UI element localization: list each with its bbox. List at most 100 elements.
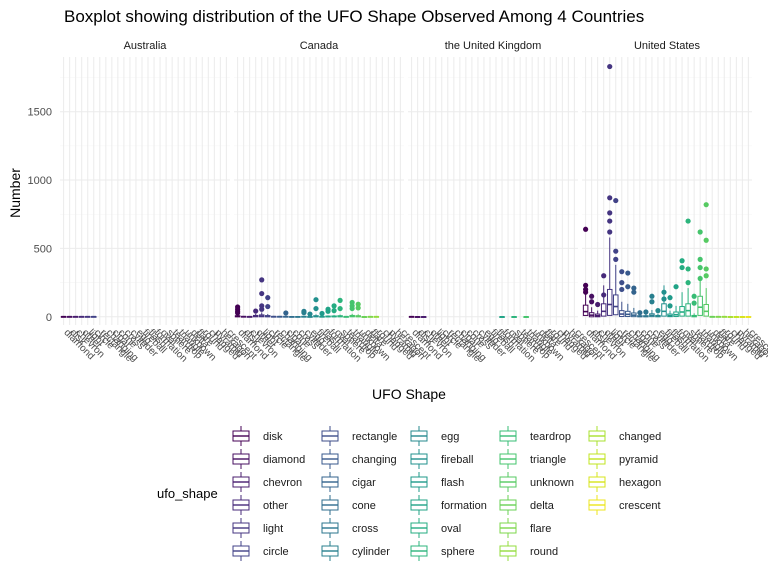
outlier-point [679,258,685,264]
facet-panel: United Statesdiamonddiskchevronotherligh… [582,40,768,365]
outlier-point [313,305,319,312]
outlier-point [691,293,697,299]
box-rect [661,303,667,317]
outlier-point [259,277,265,283]
outlier-point [337,305,343,312]
legend-item-flare: flare [499,518,551,538]
outlier-point [619,269,625,275]
box-cross [295,315,301,318]
legend-label: disk [263,431,283,443]
box-oval [331,315,337,318]
box-circle [264,314,271,318]
outlier-point [625,270,631,276]
box-teardrop [343,315,349,318]
legend-item-triangle: triangle [499,449,566,469]
legend-key [321,449,339,469]
box-teardrop [691,313,697,318]
outlier-point [265,295,271,301]
legend-item-pyramid: pyramid [588,449,658,469]
box-disk [408,315,415,318]
legend-label: delta [530,500,555,512]
outlier-point [703,237,709,243]
box-changed [727,315,734,318]
box-cylinder [301,315,307,318]
outlier-point [691,300,697,306]
legend-label: triangle [530,454,566,466]
outlier-point [685,280,691,286]
legend-key [321,541,339,561]
legend-label: pyramid [619,454,658,466]
legend-key [499,426,517,446]
legend-item-egg: egg [410,426,459,446]
box-rect [703,303,709,317]
outlier-point [607,195,613,201]
outlier-point [631,285,637,291]
legend-label: changing [352,454,397,466]
outlier-point [697,229,703,235]
legend-item-flash: flash [410,472,464,492]
legend-key [321,518,339,538]
outlier-point [673,284,679,290]
box-diamond [588,307,595,318]
outlier-point [253,308,259,314]
legend-item-light: light [232,518,283,538]
legend-label: changed [619,431,661,443]
legend-key [232,495,250,515]
outlier-point [259,290,265,297]
box-unknown [703,288,709,317]
outlier-point [313,297,319,303]
box-oval [679,292,685,317]
outlier-point [601,292,607,298]
legend-item-changed: changed [588,426,661,446]
legend-label: hexagon [619,477,661,489]
legend-label: sphere [441,546,475,558]
box-flare [715,315,722,318]
box-sphere [337,314,343,318]
legend-item-cigar: cigar [321,472,376,492]
outlier-point [667,295,673,301]
legend-key [588,449,606,469]
legend-key [499,449,517,469]
facet-strip-label: Australia [124,40,168,52]
outlier-point [589,293,595,299]
box-egg [655,313,661,318]
legend-label: oval [441,523,461,535]
outlier-point [595,301,601,308]
legend-label: cigar [352,477,376,489]
facet-strip-label: Canada [300,40,339,52]
box-light [84,315,91,318]
box-pyramid [733,315,740,318]
y-tick-label: 0 [46,312,52,324]
outlier-point [349,305,355,312]
legend-key [410,449,428,469]
legend-label: flash [441,477,464,489]
outlier-point [319,310,325,317]
legend-item-crescent: crescent [588,495,661,515]
legend-key [499,518,517,538]
box-diamond [240,315,247,318]
box-unknown [355,314,361,318]
outlier-point [655,308,661,314]
box-formation [325,315,331,318]
legend-item-teardrop: teardrop [499,426,571,446]
box-cigar [283,315,289,318]
legend-label: rectangle [352,431,397,443]
box-rectangle [619,301,625,318]
legend-item-cross: cross [321,518,379,538]
outlier-point [283,310,289,316]
outlier-point [259,306,265,312]
legend-item-round: round [499,541,558,561]
legend-item-rectangle: rectangle [321,426,397,446]
outlier-point [661,296,667,302]
legend-label: round [530,546,558,558]
legend-key [499,541,517,561]
box-cigar [631,307,637,318]
x-axis-title: UFO Shape [372,386,446,402]
y-axis: 0 500 1000 1500 [28,107,52,324]
box-flash [319,315,325,318]
outlier-point [643,309,649,315]
outlier-point [607,210,613,216]
legend-label: diamond [263,454,305,466]
facet-panels: Australiadiamonddiskchevronotherlightcir… [60,40,768,365]
box-triangle [349,313,355,318]
